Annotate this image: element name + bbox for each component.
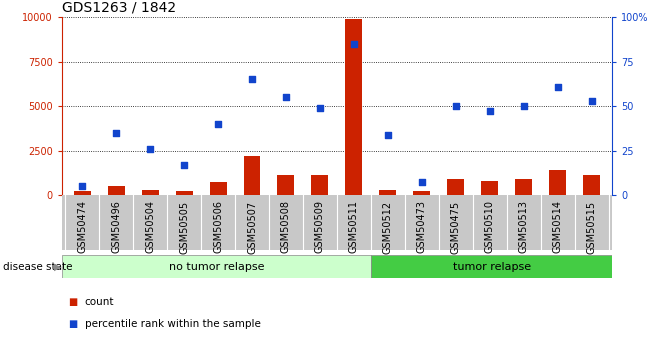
Text: no tumor relapse: no tumor relapse bbox=[169, 262, 264, 272]
Bar bbox=[413, 191, 430, 195]
Point bbox=[145, 146, 156, 151]
Point bbox=[314, 105, 325, 111]
Bar bbox=[243, 156, 260, 195]
Text: GSM50504: GSM50504 bbox=[145, 200, 155, 254]
Text: percentile rank within the sample: percentile rank within the sample bbox=[85, 319, 260, 329]
Text: ■: ■ bbox=[68, 297, 77, 307]
Bar bbox=[107, 186, 124, 195]
Text: tumor relapse: tumor relapse bbox=[452, 262, 531, 272]
Bar bbox=[515, 179, 532, 195]
Bar bbox=[549, 170, 566, 195]
Bar bbox=[142, 190, 159, 195]
Point bbox=[349, 41, 359, 47]
Text: GSM50508: GSM50508 bbox=[281, 200, 291, 254]
Text: GSM50510: GSM50510 bbox=[485, 200, 495, 254]
Text: GSM50474: GSM50474 bbox=[77, 200, 87, 254]
Text: GSM50509: GSM50509 bbox=[315, 200, 325, 254]
Bar bbox=[371, 255, 612, 278]
Bar bbox=[277, 175, 294, 195]
Bar bbox=[311, 175, 328, 195]
Text: GSM50514: GSM50514 bbox=[553, 200, 562, 254]
Bar bbox=[447, 179, 464, 195]
Text: GSM50507: GSM50507 bbox=[247, 200, 257, 254]
Text: count: count bbox=[85, 297, 114, 307]
Point bbox=[553, 84, 563, 89]
Text: disease state: disease state bbox=[3, 262, 73, 272]
Point bbox=[247, 77, 257, 82]
Text: GSM50515: GSM50515 bbox=[587, 200, 596, 254]
Text: GSM50513: GSM50513 bbox=[519, 200, 529, 254]
Text: GSM50512: GSM50512 bbox=[383, 200, 393, 254]
Text: ■: ■ bbox=[68, 319, 77, 329]
Bar bbox=[481, 181, 498, 195]
Text: GSM50506: GSM50506 bbox=[213, 200, 223, 254]
Bar bbox=[583, 175, 600, 195]
Bar bbox=[346, 19, 363, 195]
Bar bbox=[380, 190, 396, 195]
Bar bbox=[62, 255, 371, 278]
Point bbox=[77, 183, 87, 189]
Text: GSM50496: GSM50496 bbox=[111, 200, 121, 253]
Text: ▶: ▶ bbox=[53, 262, 61, 272]
Point bbox=[587, 98, 597, 104]
Text: GDS1263 / 1842: GDS1263 / 1842 bbox=[62, 1, 176, 15]
Text: GSM50475: GSM50475 bbox=[450, 200, 461, 254]
Point bbox=[417, 180, 427, 185]
Text: GSM50473: GSM50473 bbox=[417, 200, 427, 254]
Point bbox=[450, 104, 461, 109]
Point bbox=[281, 95, 291, 100]
Bar bbox=[176, 191, 193, 195]
Bar bbox=[210, 183, 227, 195]
Point bbox=[111, 130, 121, 136]
Point bbox=[383, 132, 393, 137]
Text: GSM50511: GSM50511 bbox=[349, 200, 359, 254]
Point bbox=[179, 162, 189, 167]
Point bbox=[518, 104, 529, 109]
Bar bbox=[74, 191, 90, 195]
Text: GSM50505: GSM50505 bbox=[179, 200, 189, 254]
Point bbox=[213, 121, 223, 127]
Point bbox=[484, 109, 495, 114]
